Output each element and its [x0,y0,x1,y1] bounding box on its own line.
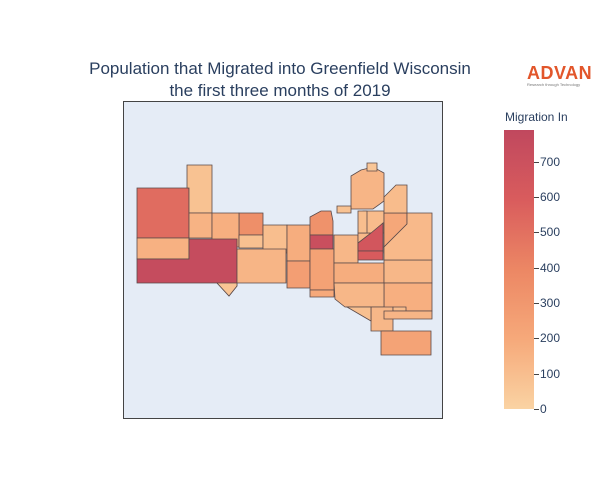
colorbar-tick-label: 100 [540,366,561,381]
map-region[interactable] [188,212,213,239]
map-region[interactable] [309,248,335,291]
colorbar-tick-label: 600 [540,190,561,205]
map-region[interactable] [309,289,335,298]
map-region[interactable] [136,237,190,260]
choropleth-map[interactable] [124,102,444,420]
colorbar-tick-label: 700 [540,154,561,169]
colorbar-tick-mark [534,338,539,340]
map-region[interactable] [286,260,311,289]
chart-title: Population that Migrated into Greenfield… [40,58,520,102]
map-region[interactable] [286,224,311,262]
map-region[interactable] [366,162,378,172]
map-region[interactable] [383,184,408,214]
colorbar-tick-label: 300 [540,296,561,311]
colorbar-tick-label: 200 [540,331,561,346]
chart-title-line2: the first three months of 2019 [169,81,391,100]
map-region[interactable] [392,306,407,312]
map-region[interactable] [333,282,385,308]
logo-tagline: Research through Technology [527,82,581,87]
map-region[interactable] [333,262,385,284]
map-region[interactable] [238,212,264,236]
advan-logo: ADVAN Research through Technology [527,64,597,88]
map-region[interactable] [357,250,384,261]
colorbar-tick-mark [534,197,539,199]
map-region[interactable] [216,282,238,297]
map-region[interactable] [357,210,368,234]
map-region[interactable] [380,330,432,356]
colorbar-tick-mark [534,373,539,375]
colorbar-tick-mark [534,267,539,269]
colorbar [504,130,534,409]
map-region[interactable] [345,306,372,322]
map-region[interactable] [186,164,213,214]
map-region[interactable] [236,248,287,284]
map-region[interactable] [238,234,264,249]
colorbar-tick-label: 0 [540,402,547,416]
map-region[interactable] [333,234,359,264]
map-region[interactable] [383,310,433,320]
colorbar-gradient [504,130,534,409]
colorbar-tick-mark [534,161,539,163]
map-region[interactable] [383,212,433,261]
colorbar-tick-label: 400 [540,260,561,275]
colorbar-tick-label: 500 [540,225,561,240]
colorbar-tick-mark [534,232,539,234]
map-region[interactable] [336,205,352,214]
chart-title-line1: Population that Migrated into Greenfield… [89,59,471,78]
map-frame[interactable] [123,101,443,419]
colorbar-title: Migration In [505,110,568,124]
map-region[interactable] [309,210,334,236]
map-region[interactable] [357,222,384,252]
map-region[interactable] [383,259,433,284]
map-region[interactable] [350,166,385,210]
colorbar-tick-mark [534,409,539,410]
map-region[interactable] [309,234,334,250]
colorbar-tick-mark [534,303,539,305]
map-region[interactable] [136,187,190,239]
logo-wordmark: ADVAN [527,63,593,83]
